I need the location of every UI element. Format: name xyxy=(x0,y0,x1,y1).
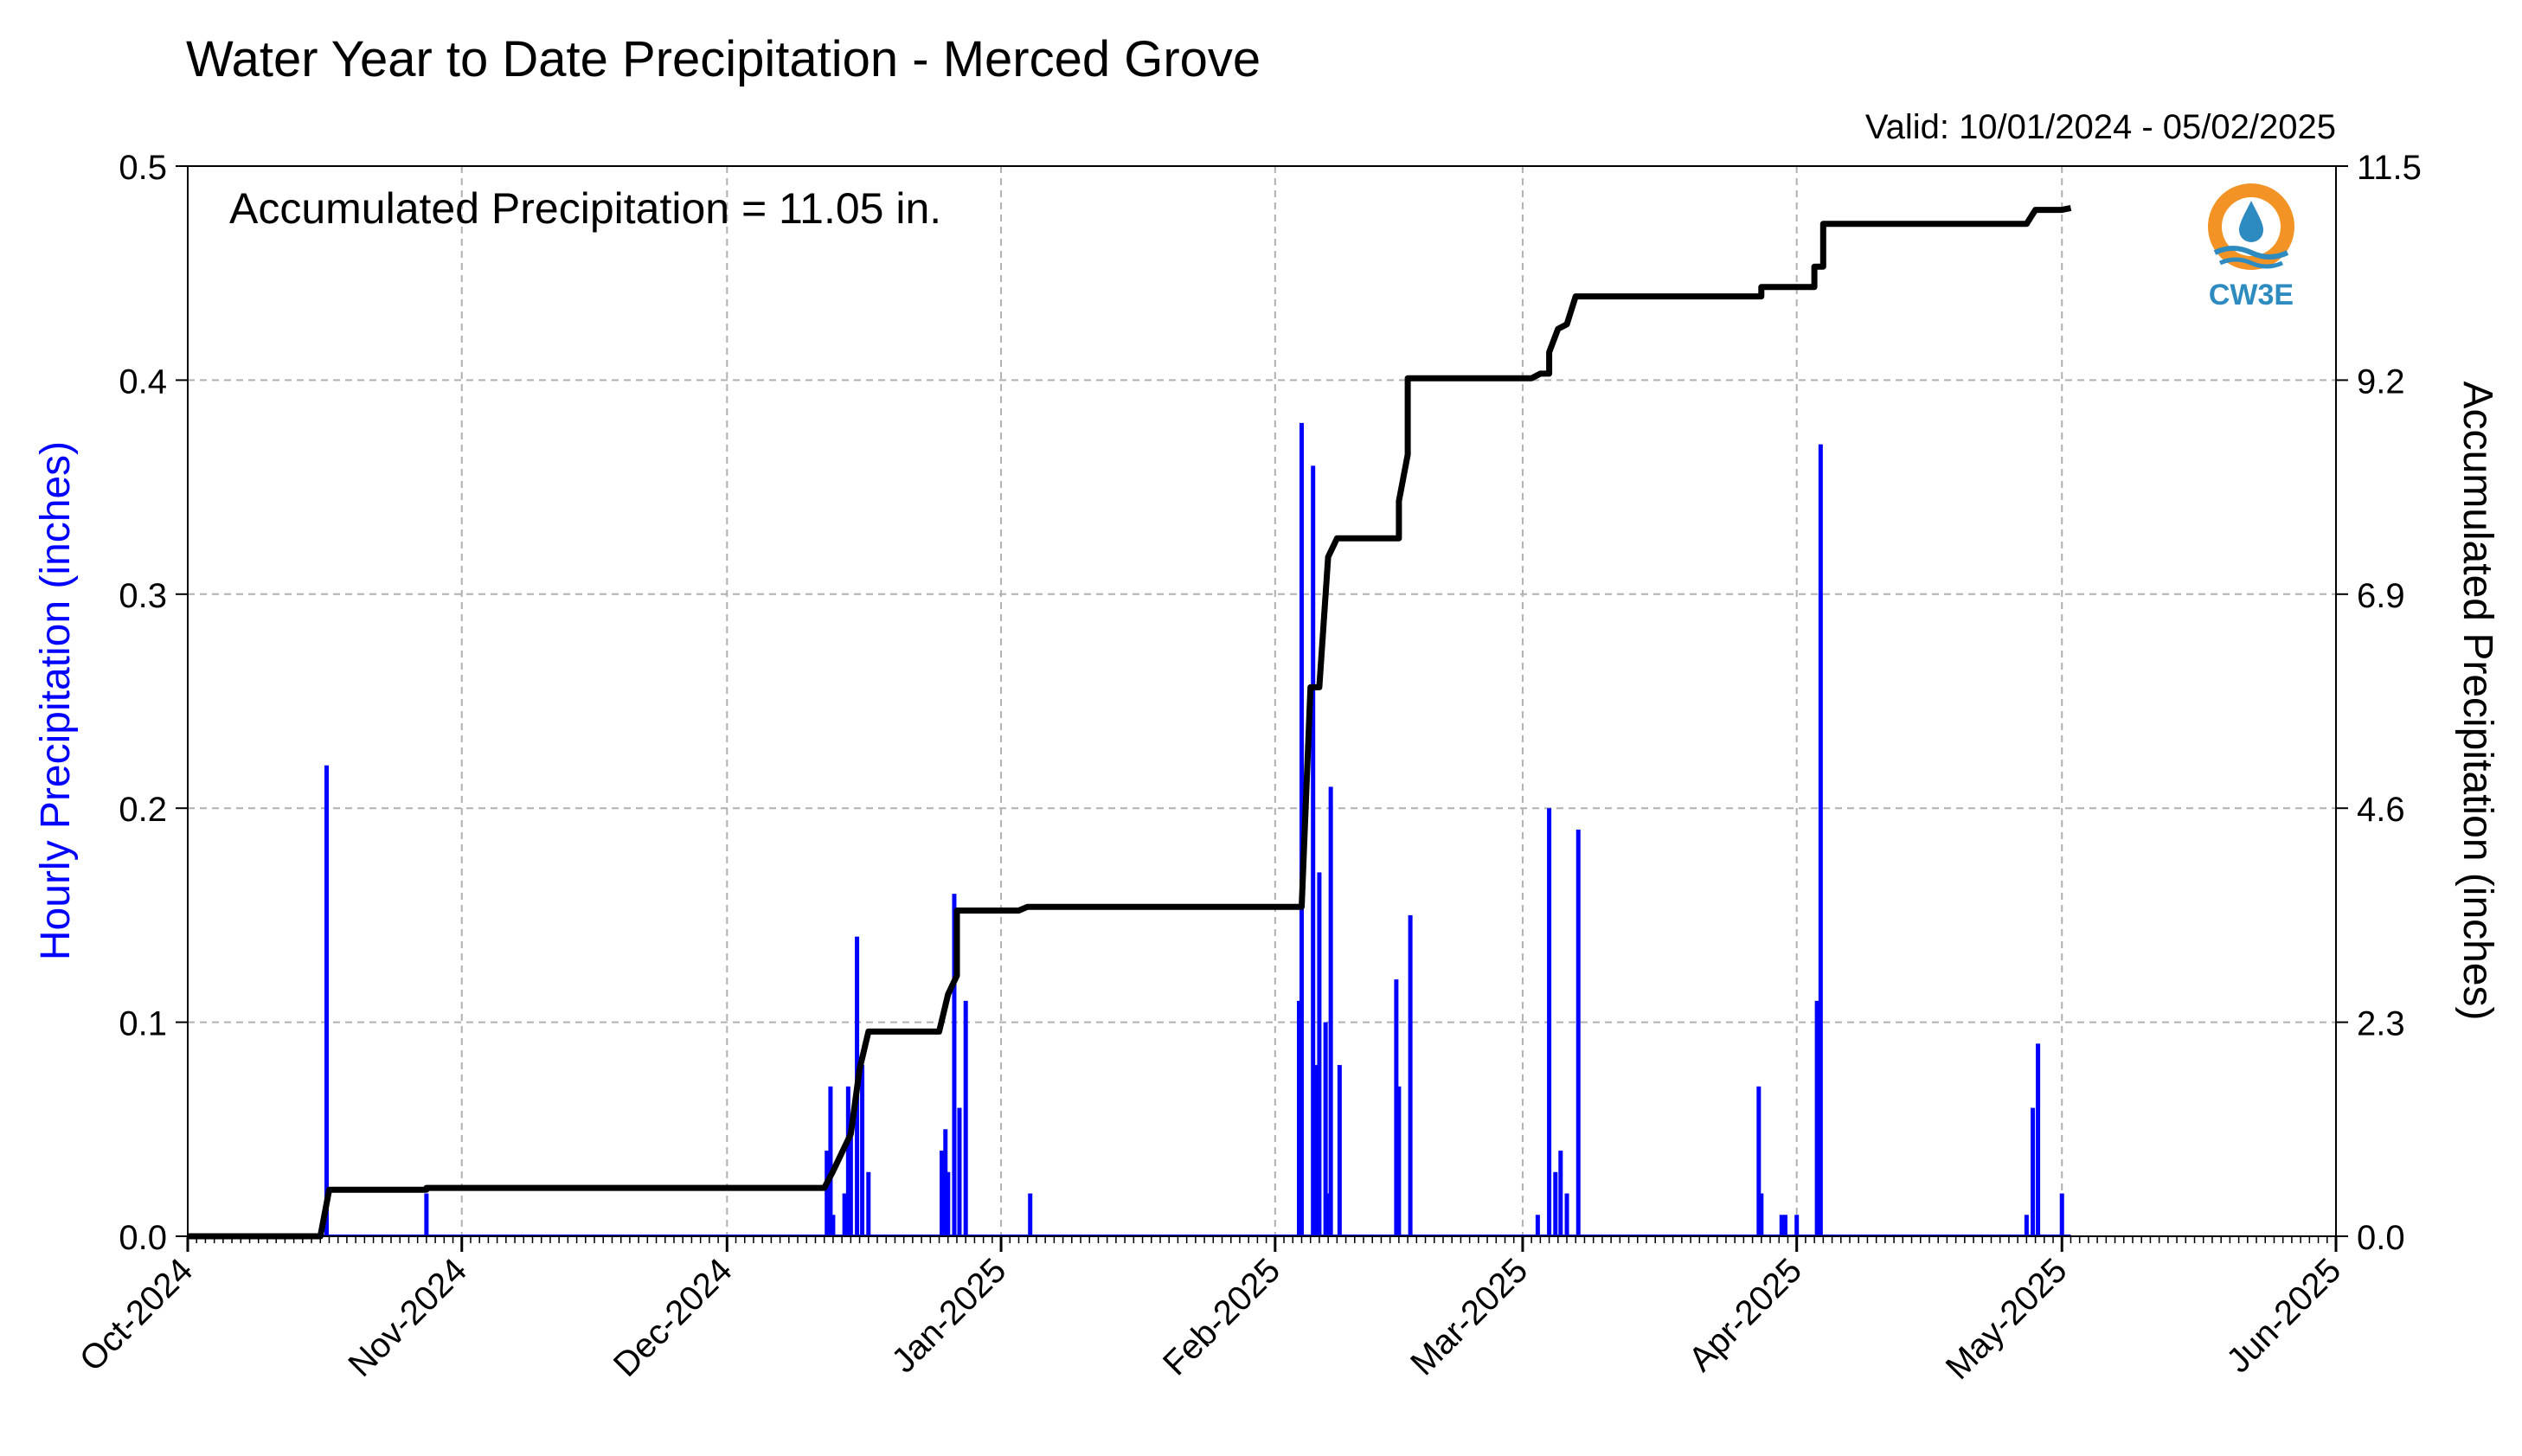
logo-wave-icon xyxy=(2213,246,2289,260)
hourly-bar xyxy=(324,765,329,1236)
y-right-tick-label: 11.5 xyxy=(2357,149,2422,187)
y-right-tick-label: 2.3 xyxy=(2357,1005,2405,1043)
hourly-bar xyxy=(1794,1215,1800,1236)
hourly-bar xyxy=(1779,1215,1784,1236)
hourly-bar xyxy=(946,1171,951,1236)
hourly-bar xyxy=(1408,914,1413,1236)
y-left-tick-label: 0.2 xyxy=(119,791,167,829)
y-axis-left-label: Hourly Precipitation (inches) xyxy=(33,441,79,960)
hourly-bar xyxy=(1394,979,1399,1236)
y-right-tick-label: 6.9 xyxy=(2357,577,2405,615)
y-right-tick-label: 4.6 xyxy=(2357,791,2405,829)
y-left-tick-label: 0.4 xyxy=(119,362,167,401)
plot-frame xyxy=(187,165,2337,1237)
hourly-bar xyxy=(842,1193,847,1236)
hourly-bar xyxy=(866,1171,871,1236)
hourly-bar xyxy=(1814,1000,1819,1236)
grid xyxy=(188,166,2336,1236)
hourly-bar xyxy=(1396,1086,1402,1236)
y-left-tick-label: 0.0 xyxy=(119,1219,167,1257)
hourly-bar xyxy=(1311,465,1316,1236)
hourly-bar xyxy=(963,1000,968,1236)
hourly-bar xyxy=(1782,1215,1787,1236)
y-axis-right-label: Accumulated Precipitation (inches) xyxy=(2455,381,2500,1020)
y-right-tick-label: 9.2 xyxy=(2357,362,2405,401)
logo-wave-icon-2 xyxy=(2218,257,2284,269)
hourly-bar xyxy=(1558,1151,1563,1236)
hourly-bar xyxy=(2059,1193,2064,1236)
logo-text: CW3E xyxy=(2209,279,2294,311)
hourly-bar xyxy=(2024,1215,2029,1236)
cw3e-logo: CW3E xyxy=(2208,183,2294,311)
logo-drop-icon xyxy=(2239,201,2263,242)
hourly-bar xyxy=(848,1129,853,1236)
accumulated-line-layer xyxy=(188,204,2072,1240)
hourly-bar xyxy=(1299,422,1304,1236)
valid-date-range: Valid: 10/01/2024 - 05/02/2025 xyxy=(1865,108,2336,146)
y-left-tick-label: 0.3 xyxy=(119,577,167,615)
hourly-bar xyxy=(828,1086,833,1236)
hourly-bar xyxy=(1547,808,1552,1236)
hourly-bar xyxy=(952,894,957,1236)
hourly-bar xyxy=(1818,444,1823,1236)
hourly-bar xyxy=(831,1215,836,1236)
hourly-bar xyxy=(943,1129,948,1236)
hourly-bar xyxy=(1553,1171,1558,1236)
hourly-bar xyxy=(860,1065,865,1236)
hourly-bar xyxy=(940,1151,945,1236)
y-right-tick-label: 0.0 xyxy=(2357,1219,2405,1257)
hourly-bar xyxy=(1323,1022,1328,1236)
hourly-bar xyxy=(1759,1193,1764,1236)
hourly-bar xyxy=(1296,1000,1301,1236)
hourly-bar xyxy=(1575,829,1581,1236)
accumulated-annotation: Accumulated Precipitation = 11.05 in. xyxy=(229,184,941,233)
chart-title: Water Year to Date Precipitation - Merce… xyxy=(186,31,1261,87)
y-left-tick-label: 0.1 xyxy=(119,1005,167,1043)
hourly-bar xyxy=(1314,1065,1319,1236)
hourly-bar xyxy=(1325,1193,1331,1236)
hourly-bar xyxy=(1328,786,1333,1236)
hourly-bar xyxy=(1564,1193,1569,1236)
hourly-bar xyxy=(1337,1065,1342,1236)
hourly-bar xyxy=(2031,1107,2036,1236)
accumulated-line xyxy=(188,204,2072,1240)
hourly-bar xyxy=(1317,872,1322,1236)
hourly-bar xyxy=(957,1107,962,1236)
hourly-bar xyxy=(1756,1086,1762,1236)
hourly-bar xyxy=(845,1086,850,1236)
y-left-tick-label: 0.5 xyxy=(119,149,167,187)
hourly-bar xyxy=(2036,1043,2041,1236)
hourly-bar xyxy=(1028,1193,1033,1236)
hourly-bar xyxy=(825,1151,830,1236)
hourly-bar xyxy=(1535,1215,1540,1236)
hourly-bar xyxy=(424,1193,429,1236)
